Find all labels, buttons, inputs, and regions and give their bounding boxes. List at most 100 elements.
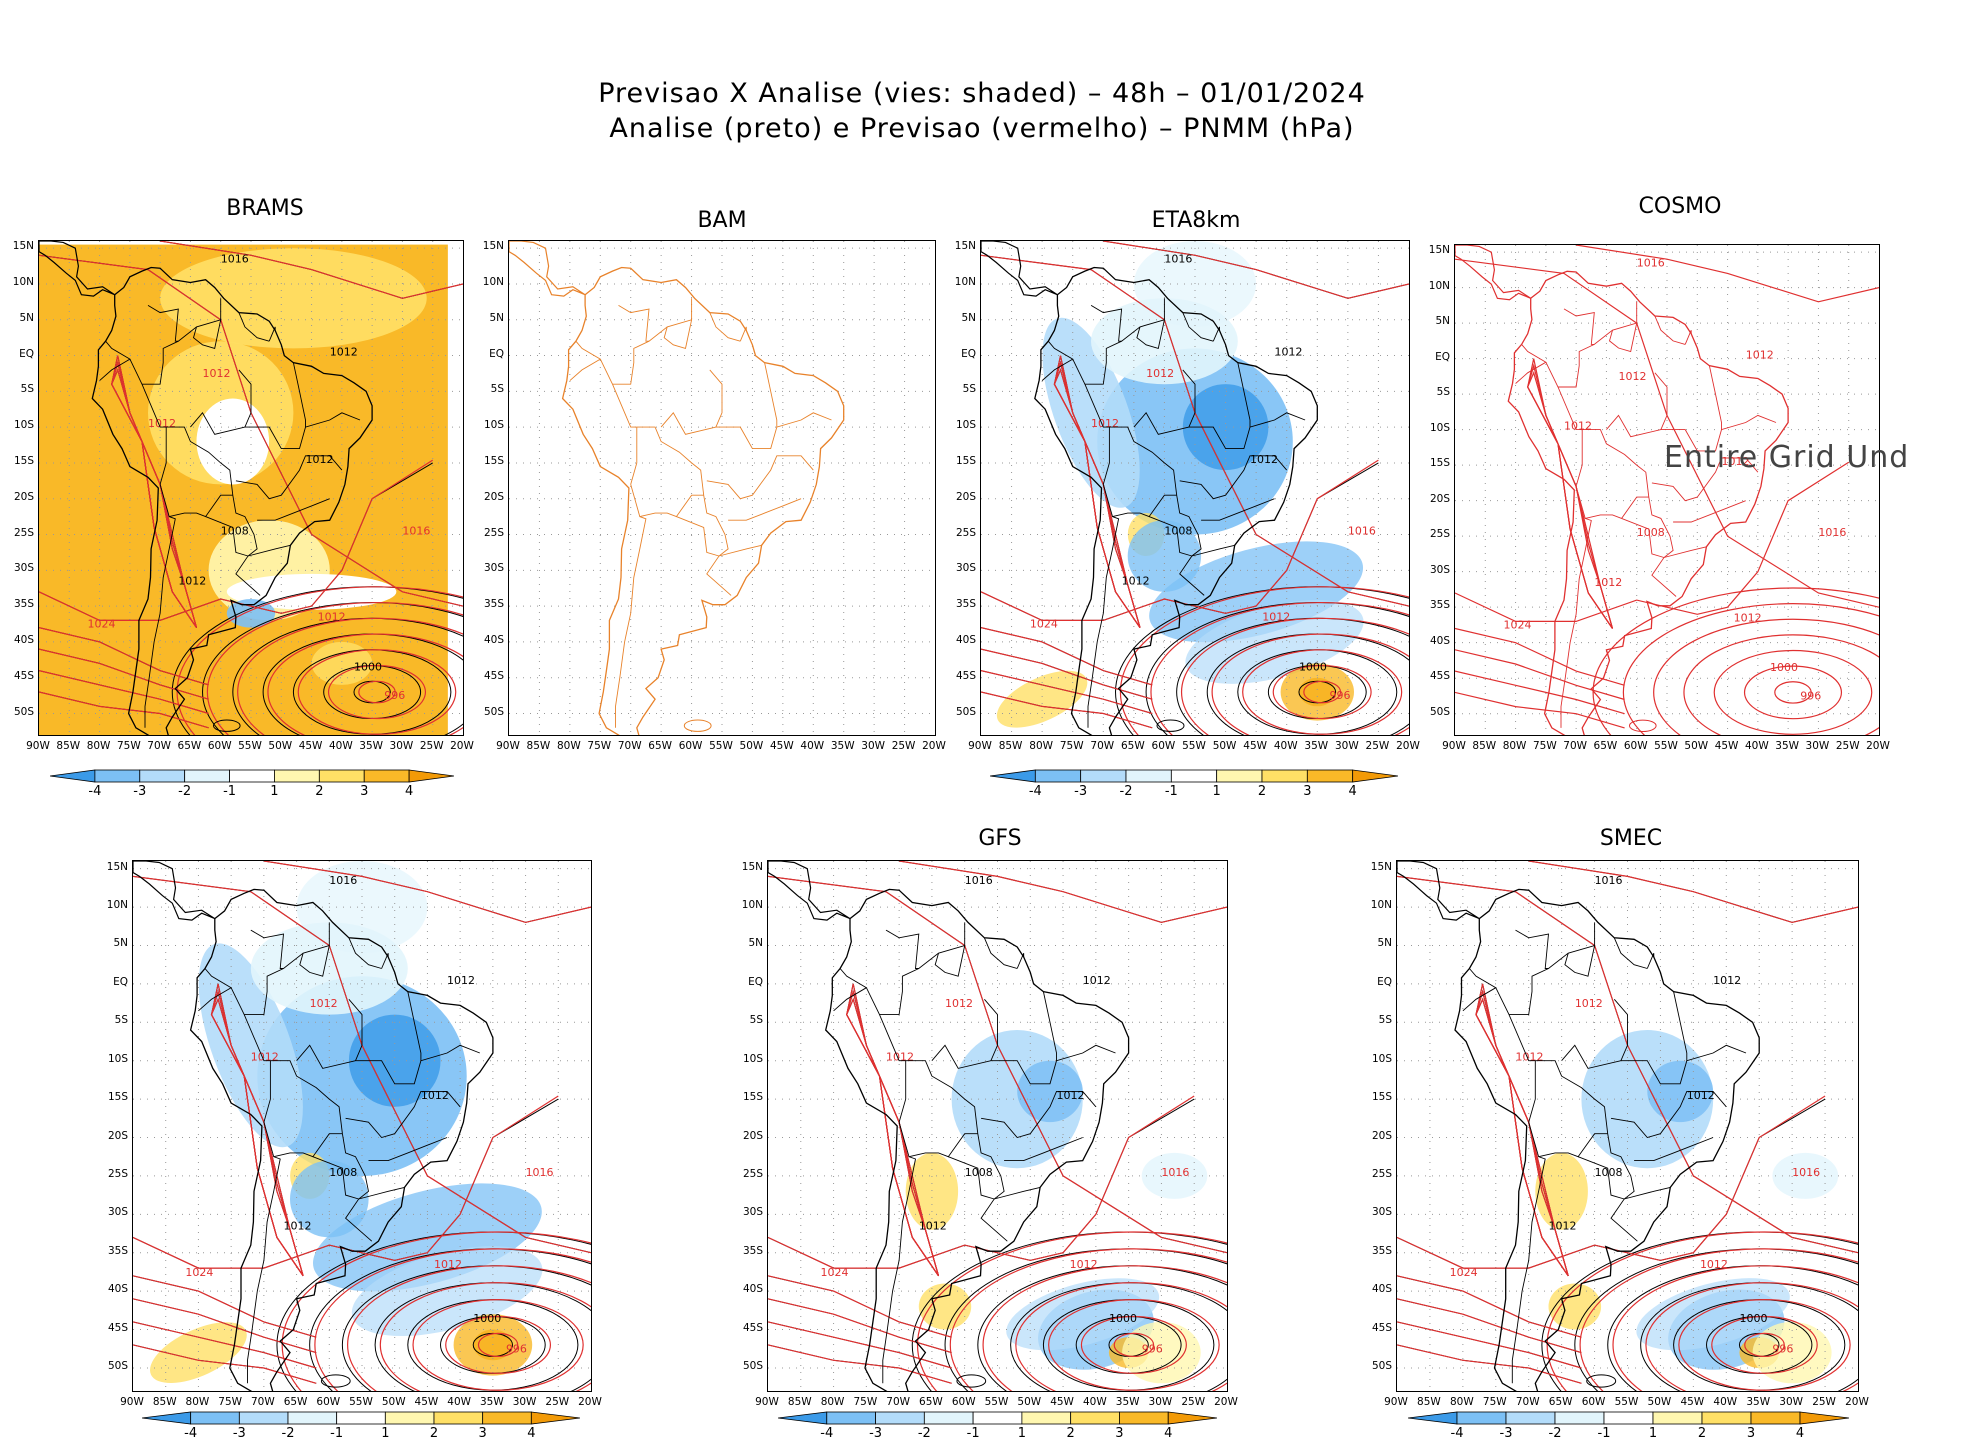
coastline: [1507, 270, 1789, 735]
lon-tick-label: 80W: [1449, 1396, 1474, 1408]
lon-tick-label: 85W: [1417, 1396, 1441, 1408]
central-america-coast: [133, 861, 216, 921]
colorbar-swatch: [287, 1411, 338, 1425]
colorbar-swatch: [190, 1411, 240, 1425]
lon-tick-label: 65W: [177, 740, 202, 752]
colorbar-label: -3: [232, 1426, 246, 1441]
lon-tick-label: 50W: [1684, 740, 1709, 752]
contour-label: 1012: [945, 997, 973, 1010]
lon-tick-label: 20W: [450, 740, 474, 752]
lon-tick-label: 55W: [349, 1396, 373, 1408]
colorbar-swatch: [923, 1411, 974, 1425]
colorbar-swatch: [384, 1411, 435, 1425]
lat-tick-label: 5S: [962, 383, 976, 396]
central-america-coast: [39, 241, 116, 297]
lon-tick-label: 60W: [207, 740, 232, 752]
colorbar-BRAMS: [49, 769, 455, 783]
lon-tick-label: 20W: [578, 1396, 602, 1408]
colorbar-swatch: [989, 769, 1036, 783]
lat-tick-label: 50S: [1371, 1359, 1392, 1372]
lon-tick-label: 35W: [1775, 740, 1800, 752]
colorbar-swatch: [1505, 1411, 1556, 1425]
colorbar-label: 1: [381, 1426, 390, 1441]
contour-label: 1016: [1161, 1166, 1189, 1179]
contour-label: 1024: [1450, 1266, 1478, 1279]
lon-tick-label: 25W: [1812, 1396, 1836, 1408]
lon-tick-label: 80W: [820, 1396, 845, 1408]
colorbar-label: -3: [133, 784, 147, 799]
falklands-island: [320, 1374, 351, 1388]
lon-tick-label: 35W: [1746, 1396, 1771, 1408]
colorbar-label: 2: [1697, 1426, 1707, 1441]
colorbar-swatch: [972, 1411, 1023, 1425]
lat-tick-label: 25S: [742, 1167, 763, 1180]
lat-tick-label: 40S: [483, 633, 504, 646]
contour-label: 1016: [1595, 874, 1623, 887]
lat-tick-label: 25S: [1429, 528, 1450, 541]
lon-tick-label: 40W: [800, 740, 825, 752]
lon-tick-label: 35W: [359, 740, 384, 752]
lat-tick-label: 20S: [13, 490, 34, 503]
coastline: [824, 888, 1130, 1391]
lon-tick-label: 75W: [853, 1396, 878, 1408]
map-svg-BAM: [509, 241, 935, 735]
lon-tick-label: 20W: [1396, 740, 1420, 752]
contour-label: 1012: [886, 1051, 914, 1064]
contour-label: 1024: [1030, 618, 1058, 631]
bias-blob: [1042, 317, 1140, 508]
colorbar-swatch: [530, 1411, 581, 1425]
lon-tick-label: 50W: [381, 1396, 406, 1408]
contour-label: 1012: [1548, 1220, 1576, 1233]
bias-blob: [1752, 1321, 1832, 1384]
lon-tick-label: 60W: [678, 740, 703, 752]
forecast-isobars: [981, 241, 1409, 735]
lon-tick-label: 25W: [1835, 740, 1860, 752]
lon-tick-label: 30W: [861, 740, 886, 752]
lon-tick-label: 50W: [739, 740, 764, 752]
lon-tick-label: 20W: [1845, 1396, 1869, 1408]
colorbar-label: -4: [88, 784, 102, 799]
lon-tick-label: 40W: [447, 1396, 472, 1408]
lon-tick-label: 90W: [1384, 1396, 1408, 1408]
contour-label: 1012: [1575, 997, 1603, 1010]
lon-tick-label: 35W: [479, 1396, 504, 1408]
lat-tick-label: 10S: [742, 1052, 763, 1065]
contour-label: 996: [1330, 689, 1351, 702]
contour-label: 1000: [354, 661, 382, 674]
lon-tick-label: 40W: [1744, 740, 1769, 752]
lat-tick-label: 30S: [955, 562, 976, 575]
lon-tick-label: 70W: [617, 740, 642, 752]
lon-tick-label: 90W: [1442, 740, 1466, 752]
colorbar-label: 1: [1212, 784, 1221, 799]
lat-tick-label: 30S: [742, 1206, 763, 1219]
lat-tick-label: 20S: [483, 490, 504, 503]
colorbar-swatch: [1603, 1411, 1654, 1425]
lat-tick-label: 40S: [107, 1283, 128, 1296]
lon-tick-label: 80W: [1502, 740, 1527, 752]
contour-label: 1012: [919, 1220, 947, 1233]
lon-tick-label: 60W: [951, 1396, 976, 1408]
colorbar-label: -1: [1597, 1426, 1611, 1441]
contour-label: 1012: [1083, 974, 1111, 987]
country-borders: [569, 298, 832, 728]
map-svg-panel5: 1016101210009961008101210121024101210161…: [133, 861, 591, 1391]
lat-tick-label: 35S: [955, 598, 976, 611]
colorbar-BRAMS: [49, 768, 455, 787]
lon-tick-label: 25W: [419, 740, 444, 752]
contour-label: 1012: [1713, 974, 1741, 987]
lat-tick-label: EQ: [19, 347, 34, 360]
lat-tick-label: 25S: [483, 526, 504, 539]
lat-tick-label: 10S: [1371, 1052, 1392, 1065]
colorbar-label: 4: [1348, 784, 1357, 799]
bias-blob: [996, 670, 1088, 728]
contour-label: 1016: [965, 874, 993, 887]
contour-label: 1012: [1091, 417, 1119, 430]
colorbar-label: -4: [820, 1426, 834, 1441]
central-america-coast: [509, 241, 586, 297]
falklands-island: [683, 719, 712, 732]
contour-label: 1016: [329, 874, 357, 887]
colorbar-label: -2: [1548, 1426, 1562, 1441]
lat-tick-label: 50S: [742, 1359, 763, 1372]
lon-tick-label: 45W: [1050, 1396, 1074, 1408]
lat-tick-label: 30S: [483, 562, 504, 575]
